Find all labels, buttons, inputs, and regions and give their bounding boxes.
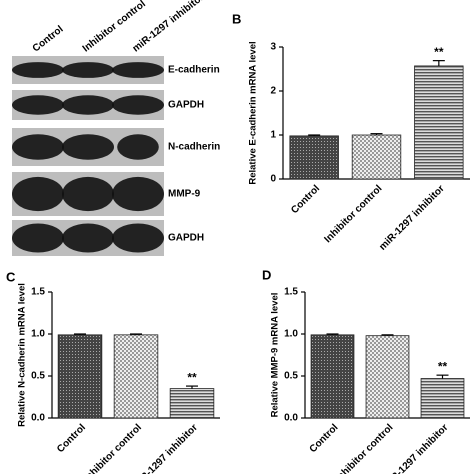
bar	[420, 378, 465, 419]
blot-band	[62, 95, 114, 115]
x-tick-label: Control	[55, 422, 88, 455]
y-tick-label: 0	[270, 174, 276, 185]
band-label: GAPDH	[168, 100, 204, 111]
blot-band	[12, 223, 64, 253]
significance: **	[434, 45, 444, 59]
panel-label: C	[6, 269, 16, 284]
x-tick-label: Inhibitor control	[334, 422, 396, 474]
bar	[365, 335, 410, 419]
y-tick-label: 1.5	[31, 287, 45, 298]
band-label: N-cadherin	[168, 142, 220, 153]
band-label: GAPDH	[168, 233, 204, 244]
y-tick-label: 1.5	[284, 287, 298, 298]
band-label: MMP-9	[168, 189, 201, 200]
significance: **	[187, 370, 197, 384]
y-tick-label: 2	[270, 86, 276, 97]
bar	[351, 134, 402, 180]
bar	[414, 65, 464, 180]
x-tick-label: miR-1297 inhibitor	[377, 183, 447, 253]
bar	[113, 334, 159, 419]
y-axis-label: Relative MMP-9 mRNA level	[270, 293, 281, 418]
x-tick-label: Control	[289, 183, 322, 216]
band-label: E-cadherin	[168, 65, 220, 76]
blot-band	[62, 223, 114, 253]
blot-band	[112, 176, 164, 212]
bar	[169, 388, 215, 419]
y-tick-label: 3	[270, 42, 276, 53]
blot-band	[62, 134, 114, 160]
column-label: Control	[31, 24, 66, 55]
x-tick-label: Control	[308, 422, 341, 455]
blot-band	[112, 223, 164, 253]
y-tick-label: 0.0	[284, 413, 298, 424]
significance: **	[438, 359, 448, 373]
y-axis-label: Relative E-cadherin mRNA level	[248, 41, 259, 184]
bar	[57, 334, 103, 419]
y-axis-label: Relative N-cadherin mRNA level	[17, 283, 28, 427]
blot-band	[12, 95, 64, 115]
bar	[310, 334, 355, 419]
x-tick-label: Inhibitor control	[82, 422, 144, 474]
y-tick-label: 0.5	[31, 371, 45, 382]
y-tick-label: 0.0	[31, 413, 45, 424]
blot-band	[112, 62, 164, 78]
y-tick-label: 1	[270, 130, 276, 141]
western-blot: E-cadherin GAPDH N-cadherin MMP-9 GAPDH Contr…	[12, 0, 220, 256]
blot-band	[112, 95, 164, 115]
blot-band	[117, 134, 159, 160]
panel-label: B	[232, 11, 241, 26]
blot-band	[12, 134, 64, 160]
y-tick-label: 0.5	[284, 371, 298, 382]
x-tick-label: Inhibitor control	[323, 183, 385, 245]
blot-band	[12, 176, 64, 212]
panel-label: D	[262, 267, 271, 282]
blot-band	[62, 176, 114, 212]
blot-band	[62, 62, 114, 78]
y-tick-label: 1.0	[31, 329, 45, 340]
y-tick-label: 1.0	[284, 329, 298, 340]
bar	[289, 135, 339, 180]
blot-band	[12, 62, 64, 78]
